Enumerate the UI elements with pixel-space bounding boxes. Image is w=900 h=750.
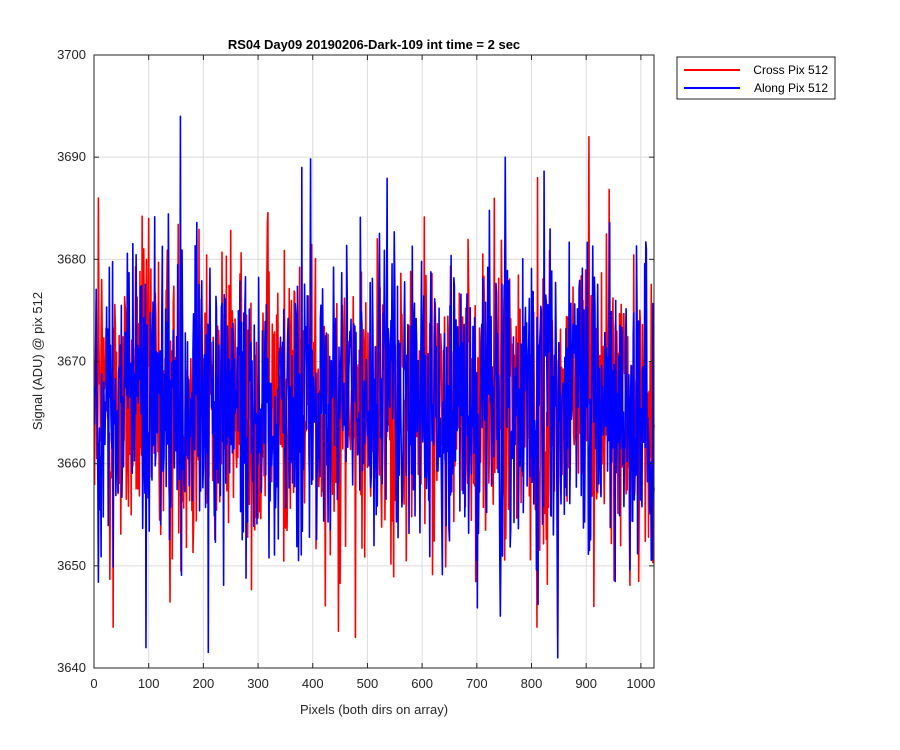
x-tick-label: 400 xyxy=(302,676,324,691)
chart-title: RS04 Day09 20190206-Dark-109 int time = … xyxy=(228,37,520,52)
x-tick-label: 200 xyxy=(193,676,215,691)
x-tick-label: 300 xyxy=(247,676,269,691)
x-tick-label: 100 xyxy=(138,676,160,691)
x-tick-label: 800 xyxy=(521,676,543,691)
y-tick-label: 3700 xyxy=(57,47,86,62)
y-tick-label: 3670 xyxy=(57,354,86,369)
legend-box xyxy=(676,56,836,100)
y-tick-label: 3680 xyxy=(57,251,86,266)
x-tick-label: 500 xyxy=(357,676,379,691)
x-tick-label: 0 xyxy=(90,676,97,691)
y-tick-label: 3690 xyxy=(57,149,86,164)
x-tick-label: 700 xyxy=(466,676,488,691)
x-tick-label: 1000 xyxy=(626,676,655,691)
x-axis-label: Pixels (both dirs on array) xyxy=(300,702,448,717)
legend-label-cross: Cross Pix 512 xyxy=(753,63,828,77)
y-axis-label: Signal (ADU) @ pix 512 xyxy=(30,292,45,430)
x-tick-label: 900 xyxy=(575,676,597,691)
y-tick-label: 3660 xyxy=(57,456,86,471)
legend: Cross Pix 512 Along Pix 512 xyxy=(676,56,836,100)
series-line-along xyxy=(93,115,655,659)
y-tick-label: 3640 xyxy=(57,660,86,675)
legend-label-along: Along Pix 512 xyxy=(754,81,828,95)
ticks: 0 100 200 300 400 500 600 700 800 900 1000 3640 3650… xyxy=(57,47,655,691)
y-tick-label: 3650 xyxy=(57,558,86,573)
series-layer xyxy=(93,115,655,659)
x-tick-label: 600 xyxy=(411,676,433,691)
